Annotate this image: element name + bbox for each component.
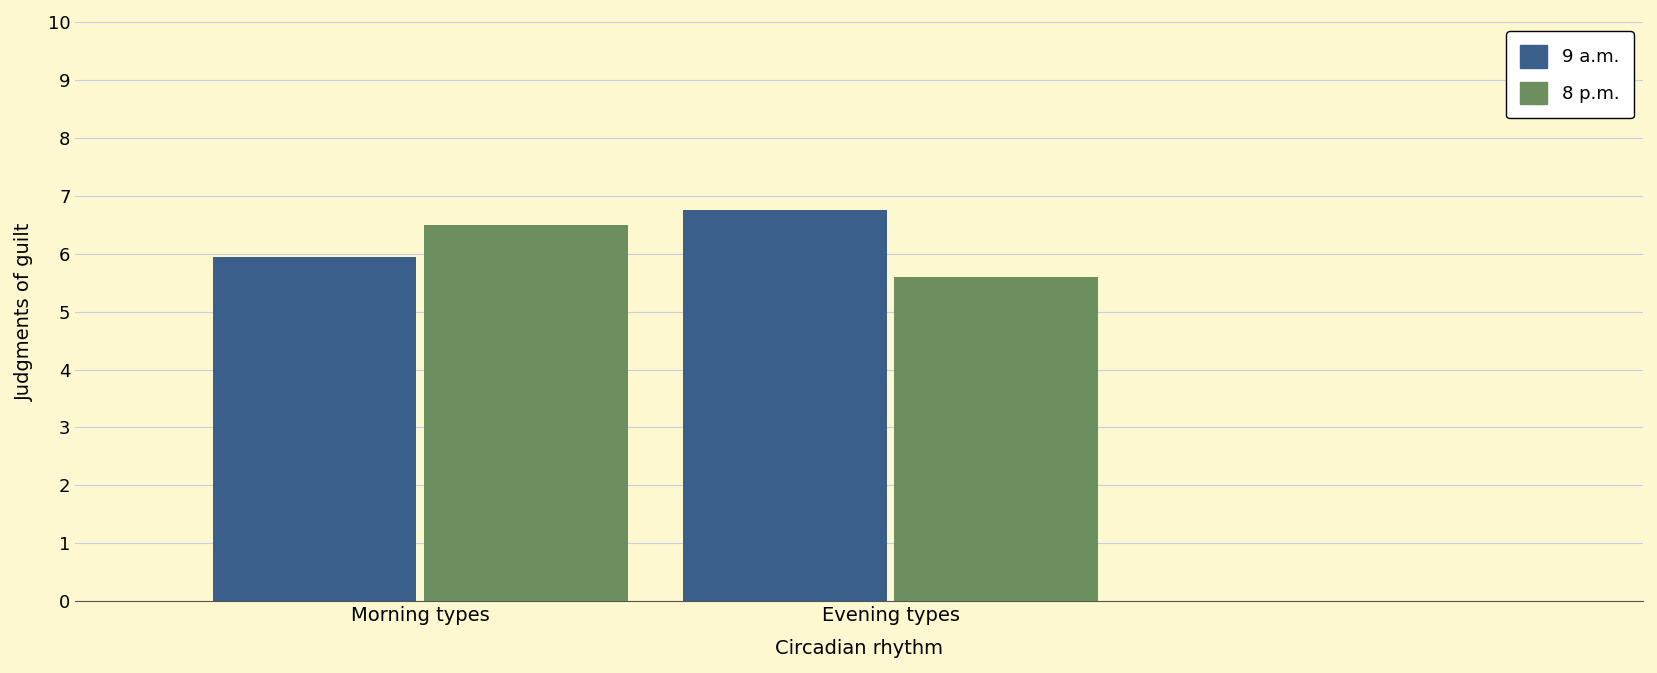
Bar: [424, 225, 628, 601]
Y-axis label: Judgments of guilt: Judgments of guilt: [15, 223, 35, 401]
Bar: [893, 277, 1097, 601]
Legend: 9 a.m., 8 p.m.: 9 a.m., 8 p.m.: [1505, 31, 1634, 118]
X-axis label: Circadian rhythm: Circadian rhythm: [775, 639, 943, 658]
Bar: [683, 210, 886, 601]
Bar: [212, 256, 416, 601]
